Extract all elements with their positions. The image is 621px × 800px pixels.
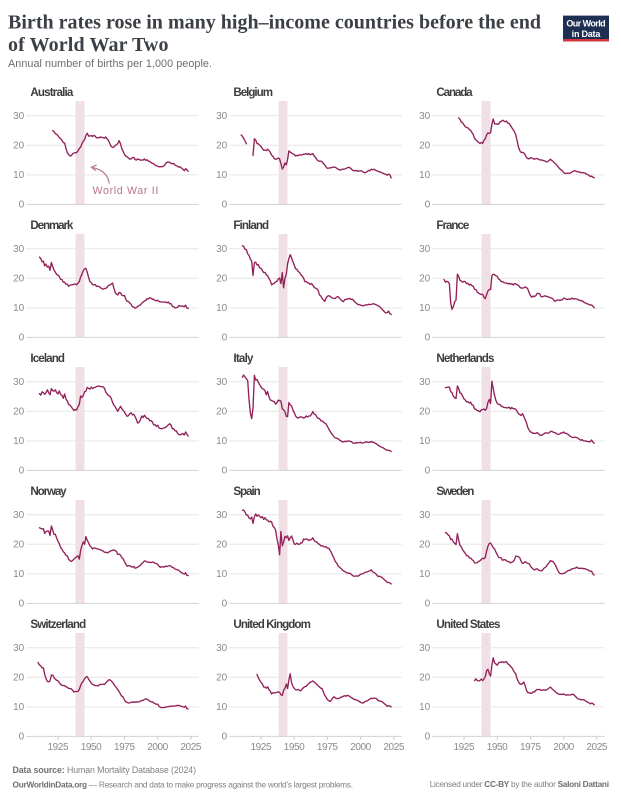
- svg-text:20: 20: [13, 539, 25, 550]
- svg-text:1975: 1975: [317, 742, 338, 753]
- svg-text:20: 20: [216, 539, 228, 550]
- svg-text:30: 30: [216, 244, 228, 255]
- svg-text:0: 0: [222, 466, 228, 477]
- svg-text:2025: 2025: [180, 742, 201, 753]
- svg-text:20: 20: [13, 140, 25, 151]
- svg-text:0: 0: [19, 333, 25, 344]
- svg-text:0: 0: [222, 200, 228, 211]
- svg-text:20: 20: [13, 672, 25, 683]
- svg-text:United States: United States: [436, 618, 500, 631]
- svg-text:Birth rates rose in many high–: Birth rates rose in many high–income cou…: [8, 11, 541, 33]
- svg-text:OurWorldinData.org — Research: OurWorldinData.org — Research and data t…: [13, 779, 354, 789]
- svg-text:Belgium: Belgium: [233, 86, 273, 99]
- svg-text:10: 10: [216, 702, 228, 713]
- svg-text:20: 20: [13, 273, 25, 284]
- svg-text:0: 0: [19, 599, 25, 610]
- svg-text:30: 30: [419, 377, 431, 388]
- svg-text:2025: 2025: [383, 742, 404, 753]
- svg-text:2025: 2025: [586, 742, 607, 753]
- svg-text:10: 10: [13, 303, 25, 314]
- svg-text:Italy: Italy: [233, 352, 254, 365]
- svg-text:1950: 1950: [284, 742, 305, 753]
- svg-text:Sweden: Sweden: [436, 485, 474, 498]
- svg-text:30: 30: [13, 377, 25, 388]
- svg-text:Norway: Norway: [30, 485, 67, 498]
- svg-text:Finland: Finland: [233, 219, 269, 232]
- svg-text:10: 10: [216, 170, 228, 181]
- svg-text:Spain: Spain: [233, 485, 260, 498]
- svg-text:30: 30: [13, 510, 25, 521]
- svg-text:10: 10: [419, 569, 431, 580]
- svg-text:0: 0: [425, 599, 431, 610]
- svg-text:United Kingdom: United Kingdom: [233, 618, 311, 631]
- svg-text:20: 20: [216, 406, 228, 417]
- svg-text:Australia: Australia: [30, 86, 73, 99]
- svg-text:Switzerland: Switzerland: [30, 618, 86, 631]
- svg-text:20: 20: [216, 672, 228, 683]
- svg-text:20: 20: [13, 406, 25, 417]
- svg-text:30: 30: [216, 510, 228, 521]
- svg-text:20: 20: [216, 273, 228, 284]
- svg-text:10: 10: [419, 303, 431, 314]
- svg-text:10: 10: [419, 170, 431, 181]
- svg-text:20: 20: [419, 406, 431, 417]
- svg-text:30: 30: [419, 111, 431, 122]
- svg-text:30: 30: [216, 643, 228, 654]
- svg-text:10: 10: [13, 702, 25, 713]
- svg-text:France: France: [436, 219, 469, 232]
- svg-text:in Data: in Data: [572, 29, 602, 39]
- svg-text:10: 10: [216, 303, 228, 314]
- svg-text:20: 20: [419, 273, 431, 284]
- svg-text:20: 20: [419, 672, 431, 683]
- svg-text:of World War Two: of World War Two: [8, 34, 169, 56]
- svg-text:1975: 1975: [114, 742, 135, 753]
- svg-text:0: 0: [425, 333, 431, 344]
- svg-text:20: 20: [419, 140, 431, 151]
- svg-text:Denmark: Denmark: [30, 219, 73, 232]
- svg-text:0: 0: [425, 200, 431, 211]
- svg-text:Annual number of births per 1,: Annual number of births per 1,000 people…: [8, 58, 212, 70]
- svg-text:30: 30: [13, 643, 25, 654]
- svg-text:1975: 1975: [520, 742, 541, 753]
- svg-text:Netherlands: Netherlands: [436, 352, 494, 365]
- svg-text:0: 0: [425, 732, 431, 743]
- svg-text:10: 10: [419, 702, 431, 713]
- svg-text:10: 10: [13, 436, 25, 447]
- svg-text:30: 30: [216, 111, 228, 122]
- svg-text:1925: 1925: [251, 742, 272, 753]
- svg-text:0: 0: [19, 200, 25, 211]
- svg-text:Our World: Our World: [566, 19, 605, 29]
- svg-text:30: 30: [13, 111, 25, 122]
- svg-text:2000: 2000: [147, 742, 168, 753]
- svg-text:30: 30: [419, 643, 431, 654]
- svg-text:20: 20: [216, 140, 228, 151]
- svg-text:0: 0: [222, 599, 228, 610]
- svg-text:2000: 2000: [553, 742, 574, 753]
- svg-text:10: 10: [216, 569, 228, 580]
- svg-text:20: 20: [419, 539, 431, 550]
- svg-text:10: 10: [216, 436, 228, 447]
- svg-text:0: 0: [425, 466, 431, 477]
- svg-text:10: 10: [13, 170, 25, 181]
- svg-text:0: 0: [222, 732, 228, 743]
- svg-text:0: 0: [19, 466, 25, 477]
- svg-text:Iceland: Iceland: [30, 352, 65, 365]
- svg-text:Canada: Canada: [436, 86, 473, 99]
- svg-text:Licensed under CC-BY by the au: Licensed under CC-BY by the author Salon…: [430, 779, 609, 789]
- svg-text:1950: 1950: [81, 742, 102, 753]
- svg-text:1925: 1925: [454, 742, 475, 753]
- svg-text:2000: 2000: [350, 742, 371, 753]
- svg-text:1950: 1950: [487, 742, 508, 753]
- svg-text:10: 10: [13, 569, 25, 580]
- svg-text:0: 0: [222, 333, 228, 344]
- svg-text:30: 30: [419, 510, 431, 521]
- svg-text:30: 30: [216, 377, 228, 388]
- svg-text:10: 10: [419, 436, 431, 447]
- svg-text:1925: 1925: [48, 742, 69, 753]
- svg-text:World War II: World War II: [93, 185, 159, 197]
- svg-text:Data source: Human Mortality D: Data source: Human Mortality Database (2…: [13, 765, 197, 775]
- svg-text:30: 30: [13, 244, 25, 255]
- svg-text:0: 0: [19, 732, 25, 743]
- svg-text:30: 30: [419, 244, 431, 255]
